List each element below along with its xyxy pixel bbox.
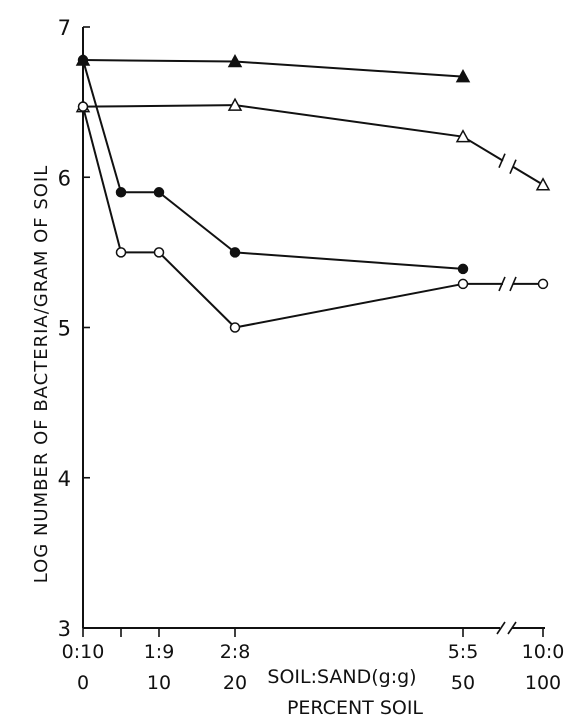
data-point [457,278,469,290]
axis-labels: LOG NUMBER OF BACTERIA/GRAM OF SOIL SOIL… [31,165,423,719]
axes: 3 4 5 6 7 0:10 1:9 2:8 5:5 10:0 0 10 20 50 100 [58,16,565,694]
x-axis-label-percent: PERCENT SOIL [287,697,423,719]
series-break-mark [509,276,517,292]
series-line-segment [234,282,464,329]
x-tick-label-percent: 50 [451,672,475,694]
data-point [229,322,241,333]
x-tick-label-percent: 100 [525,672,561,694]
series-line-segment [512,165,544,186]
series-line-segment [82,106,122,253]
x-tick-label-ratio: 2:8 [220,641,251,663]
series-line-segment [234,104,464,138]
series-break-mark [509,159,517,175]
x-tick-label-ratio: 10:0 [522,641,565,663]
y-tick-label: 4 [58,467,71,491]
x-axis-label-ratio: SOIL:SAND(g:g) [267,666,416,688]
data-point [455,69,471,83]
data-point [227,53,243,68]
series-open-triangle [75,97,551,191]
x-tick-label-ratio: 5:5 [448,641,479,663]
series-line-segment [462,135,504,162]
series-break-mark [498,153,506,169]
series-line-segment [234,60,464,78]
x-axis-break-mark [507,621,517,635]
data-point [153,247,165,258]
data-point [457,263,469,275]
y-tick-label: 3 [58,617,71,641]
data-point [537,278,549,290]
data-point [535,177,551,191]
y-tick-label: 5 [58,317,71,341]
series-line-segment [158,191,236,254]
data-point [115,187,127,198]
data-point [115,247,127,258]
data-point [229,247,241,258]
x-tick-label-ratio: 1:9 [144,641,175,663]
x-tick-label-percent: 10 [147,672,171,694]
data-point [77,54,89,66]
data-point [77,101,89,112]
y-axis-label: LOG NUMBER OF BACTERIA/GRAM OF SOIL [31,165,52,584]
series-line-segment [158,251,236,329]
series-line-segment [82,104,236,108]
data-point [153,187,165,198]
series-line-segment [82,59,122,193]
data-point [455,129,471,143]
x-axis-break-mark [496,621,506,635]
y-tick-label: 6 [58,166,71,190]
data-point [227,97,243,111]
series-filled-triangle [75,52,471,83]
series-line-segment [234,251,464,270]
x-tick-label-percent: 20 [223,672,247,694]
series-open-circle [77,101,549,333]
series-layer [75,52,551,333]
y-tick-label: 7 [58,16,71,40]
series-line-segment [82,59,236,63]
series-filled-circle [77,54,469,275]
x-tick-label-percent: 0 [77,672,89,694]
series-break-mark [498,276,506,292]
x-tick-label-ratio: 0:10 [62,641,105,663]
